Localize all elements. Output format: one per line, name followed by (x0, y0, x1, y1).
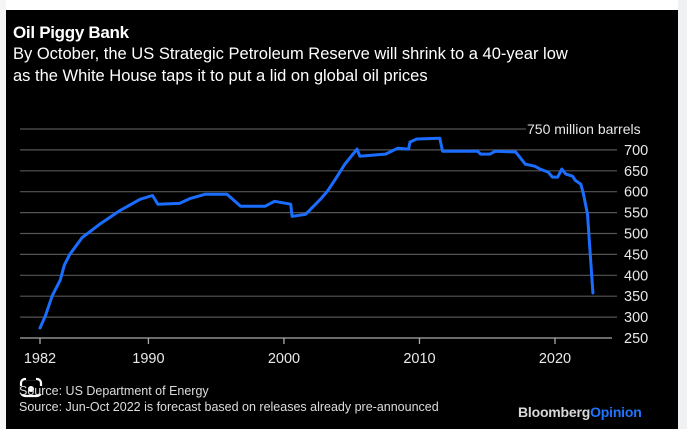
x-tick-label: 1982 (24, 351, 56, 367)
y-tick-label: 450 (624, 247, 648, 263)
y-tick-label: 700 (624, 143, 648, 159)
x-tick-label: 2010 (403, 351, 435, 367)
chart-title: Oil Piggy Bank (13, 23, 129, 42)
y-tick-label: 600 (624, 185, 648, 201)
series-line-spr (38, 136, 595, 330)
camera-lens-icon[interactable] (18, 376, 44, 398)
y-tick-label: 250 (624, 331, 648, 347)
y-tick-label: 650 (624, 164, 648, 180)
page-margin-right (678, 0, 687, 429)
y-tick-label: 500 (624, 227, 648, 243)
source-note-2: Source: Jun-Oct 2022 is forecast based o… (19, 400, 439, 414)
series-lines (38, 136, 595, 330)
chart-subtitle-line-2: as the White House taps it to put a lid … (13, 67, 428, 85)
y-tick-label: 300 (624, 310, 648, 326)
brand-logo: BloombergOpinion (518, 404, 642, 420)
brand-opinion: Opinion (590, 404, 642, 420)
y-tick-label: 400 (624, 268, 648, 284)
y-tick-label: 350 (624, 289, 648, 305)
y-axis-labels: 250 300 350 400 450 500 550 600 650 700 750 millio… (527, 121, 648, 347)
source-note-1: Source: US Department of Energy (19, 384, 209, 398)
x-tick-label: 2000 (268, 351, 300, 367)
chart-subtitle-line-1: By October, the US Strategic Petroleum R… (13, 45, 568, 63)
gridlines (20, 128, 617, 318)
chart-panel (6, 10, 678, 429)
page-margin-left (0, 0, 6, 429)
y-axis-unit-label: 750 million barrels (527, 121, 641, 137)
x-axis: 1982 1990 2000 2010 2020 (20, 337, 612, 367)
x-tick-label: 2020 (539, 351, 571, 367)
chart-subtitle: By October, the US Strategic Petroleum R… (13, 43, 663, 87)
y-tick-label: 550 (624, 206, 648, 222)
brand-bloomberg: Bloomberg (518, 404, 591, 420)
x-tick-label: 1990 (132, 351, 164, 367)
